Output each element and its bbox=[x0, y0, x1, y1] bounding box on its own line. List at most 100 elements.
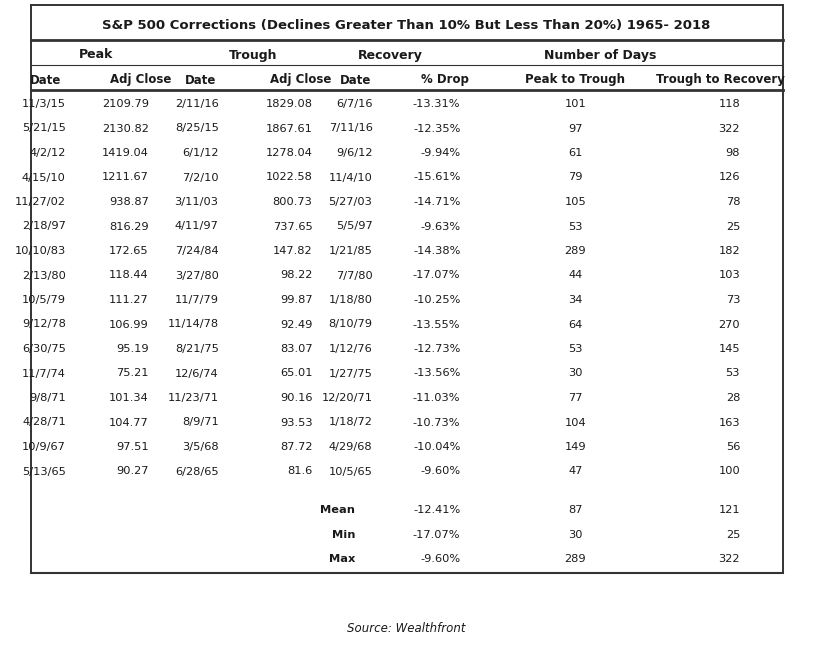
Text: 44: 44 bbox=[568, 270, 582, 281]
Text: 1/12/76: 1/12/76 bbox=[328, 344, 372, 354]
Text: 81.6: 81.6 bbox=[287, 467, 312, 476]
Text: 2/18/97: 2/18/97 bbox=[22, 222, 66, 231]
Text: 2130.82: 2130.82 bbox=[102, 124, 149, 133]
Text: 4/2/12: 4/2/12 bbox=[29, 148, 66, 158]
Text: 289: 289 bbox=[564, 554, 586, 564]
Text: -9.60%: -9.60% bbox=[420, 467, 460, 476]
Text: 98.22: 98.22 bbox=[280, 270, 312, 281]
Text: Max: Max bbox=[329, 554, 355, 564]
Text: 3/5/68: 3/5/68 bbox=[182, 442, 219, 452]
Text: 5/27/03: 5/27/03 bbox=[328, 197, 372, 207]
Text: 12/20/71: 12/20/71 bbox=[321, 393, 372, 403]
Text: 97: 97 bbox=[568, 124, 582, 133]
Text: 11/4/10: 11/4/10 bbox=[328, 172, 372, 183]
Text: -9.60%: -9.60% bbox=[420, 554, 460, 564]
Text: 9/8/71: 9/8/71 bbox=[29, 393, 66, 403]
Text: 11/7/74: 11/7/74 bbox=[22, 369, 66, 378]
Text: 56: 56 bbox=[726, 442, 740, 452]
Text: 75.21: 75.21 bbox=[116, 369, 149, 378]
Text: 101.34: 101.34 bbox=[109, 393, 149, 403]
Text: 105: 105 bbox=[564, 197, 586, 207]
Text: 1/18/80: 1/18/80 bbox=[328, 295, 372, 305]
Text: 9/6/12: 9/6/12 bbox=[336, 148, 372, 158]
Text: 6/30/75: 6/30/75 bbox=[22, 344, 66, 354]
Text: -12.73%: -12.73% bbox=[413, 344, 460, 354]
Text: 53: 53 bbox=[568, 344, 582, 354]
Text: 8/10/79: 8/10/79 bbox=[328, 320, 372, 330]
Text: 98: 98 bbox=[725, 148, 740, 158]
Text: 10/9/67: 10/9/67 bbox=[22, 442, 66, 452]
Text: Peak: Peak bbox=[79, 49, 113, 62]
Text: 11/7/79: 11/7/79 bbox=[175, 295, 219, 305]
Text: Number of Days: Number of Days bbox=[544, 49, 656, 62]
Text: 34: 34 bbox=[568, 295, 582, 305]
Text: 172.65: 172.65 bbox=[109, 246, 149, 256]
Text: 25: 25 bbox=[726, 222, 740, 231]
Text: 145: 145 bbox=[719, 344, 740, 354]
Text: 8/25/15: 8/25/15 bbox=[175, 124, 219, 133]
Text: 28: 28 bbox=[726, 393, 740, 403]
Text: 2/13/80: 2/13/80 bbox=[22, 270, 66, 281]
Text: Min: Min bbox=[332, 530, 355, 540]
Text: -9.63%: -9.63% bbox=[420, 222, 460, 231]
Text: 6/7/16: 6/7/16 bbox=[336, 99, 372, 109]
Text: 30: 30 bbox=[568, 369, 582, 378]
Text: 83.07: 83.07 bbox=[280, 344, 312, 354]
Text: 73: 73 bbox=[725, 295, 740, 305]
Text: -10.73%: -10.73% bbox=[413, 417, 460, 428]
Text: 149: 149 bbox=[564, 442, 586, 452]
Text: Date: Date bbox=[30, 73, 62, 86]
Text: 2/11/16: 2/11/16 bbox=[175, 99, 219, 109]
Text: 10/5/79: 10/5/79 bbox=[22, 295, 66, 305]
Text: 816.29: 816.29 bbox=[109, 222, 149, 231]
Text: 7/24/84: 7/24/84 bbox=[175, 246, 219, 256]
Text: 1867.61: 1867.61 bbox=[266, 124, 312, 133]
Text: 25: 25 bbox=[726, 530, 740, 540]
Text: 4/28/71: 4/28/71 bbox=[22, 417, 66, 428]
Text: -13.56%: -13.56% bbox=[413, 369, 460, 378]
Text: 3/27/80: 3/27/80 bbox=[175, 270, 219, 281]
Text: Trough: Trough bbox=[229, 49, 278, 62]
Text: % Drop: % Drop bbox=[421, 73, 469, 86]
Text: 8/21/75: 8/21/75 bbox=[175, 344, 219, 354]
Text: 47: 47 bbox=[568, 467, 582, 476]
Text: 182: 182 bbox=[719, 246, 740, 256]
Text: Date: Date bbox=[340, 73, 372, 86]
Text: 92.49: 92.49 bbox=[280, 320, 312, 330]
Text: Date: Date bbox=[185, 73, 216, 86]
Text: Adj Close: Adj Close bbox=[270, 73, 331, 86]
Text: Adj Close: Adj Close bbox=[110, 73, 172, 86]
Text: 53: 53 bbox=[568, 222, 582, 231]
Bar bbox=[31, 5, 783, 573]
Text: 11/3/15: 11/3/15 bbox=[22, 99, 66, 109]
Text: -13.55%: -13.55% bbox=[413, 320, 460, 330]
Text: 97.51: 97.51 bbox=[116, 442, 149, 452]
Text: Peak to Trough: Peak to Trough bbox=[525, 73, 625, 86]
Text: 5/13/65: 5/13/65 bbox=[22, 467, 66, 476]
Text: -12.41%: -12.41% bbox=[413, 505, 460, 515]
Text: 65.01: 65.01 bbox=[280, 369, 312, 378]
Text: 87: 87 bbox=[568, 505, 582, 515]
Text: -12.35%: -12.35% bbox=[413, 124, 460, 133]
Text: Recovery: Recovery bbox=[358, 49, 423, 62]
Text: -10.25%: -10.25% bbox=[413, 295, 460, 305]
Text: 118: 118 bbox=[719, 99, 740, 109]
Text: 2109.79: 2109.79 bbox=[102, 99, 149, 109]
Text: 104.77: 104.77 bbox=[109, 417, 149, 428]
Text: Source: Wealthfront: Source: Wealthfront bbox=[347, 621, 466, 634]
Text: 8/9/71: 8/9/71 bbox=[182, 417, 219, 428]
Text: 1211.67: 1211.67 bbox=[102, 172, 149, 183]
Text: 322: 322 bbox=[719, 124, 740, 133]
Text: 10/5/65: 10/5/65 bbox=[328, 467, 372, 476]
Text: 4/15/10: 4/15/10 bbox=[22, 172, 66, 183]
Text: 11/27/02: 11/27/02 bbox=[15, 197, 66, 207]
Text: 93.53: 93.53 bbox=[280, 417, 312, 428]
Text: 7/7/80: 7/7/80 bbox=[336, 270, 372, 281]
Text: 7/2/10: 7/2/10 bbox=[182, 172, 219, 183]
Text: 101: 101 bbox=[564, 99, 586, 109]
Text: 103: 103 bbox=[719, 270, 740, 281]
Text: 3/11/03: 3/11/03 bbox=[175, 197, 219, 207]
Text: 121: 121 bbox=[719, 505, 740, 515]
Text: 938.87: 938.87 bbox=[109, 197, 149, 207]
Text: 1829.08: 1829.08 bbox=[266, 99, 312, 109]
